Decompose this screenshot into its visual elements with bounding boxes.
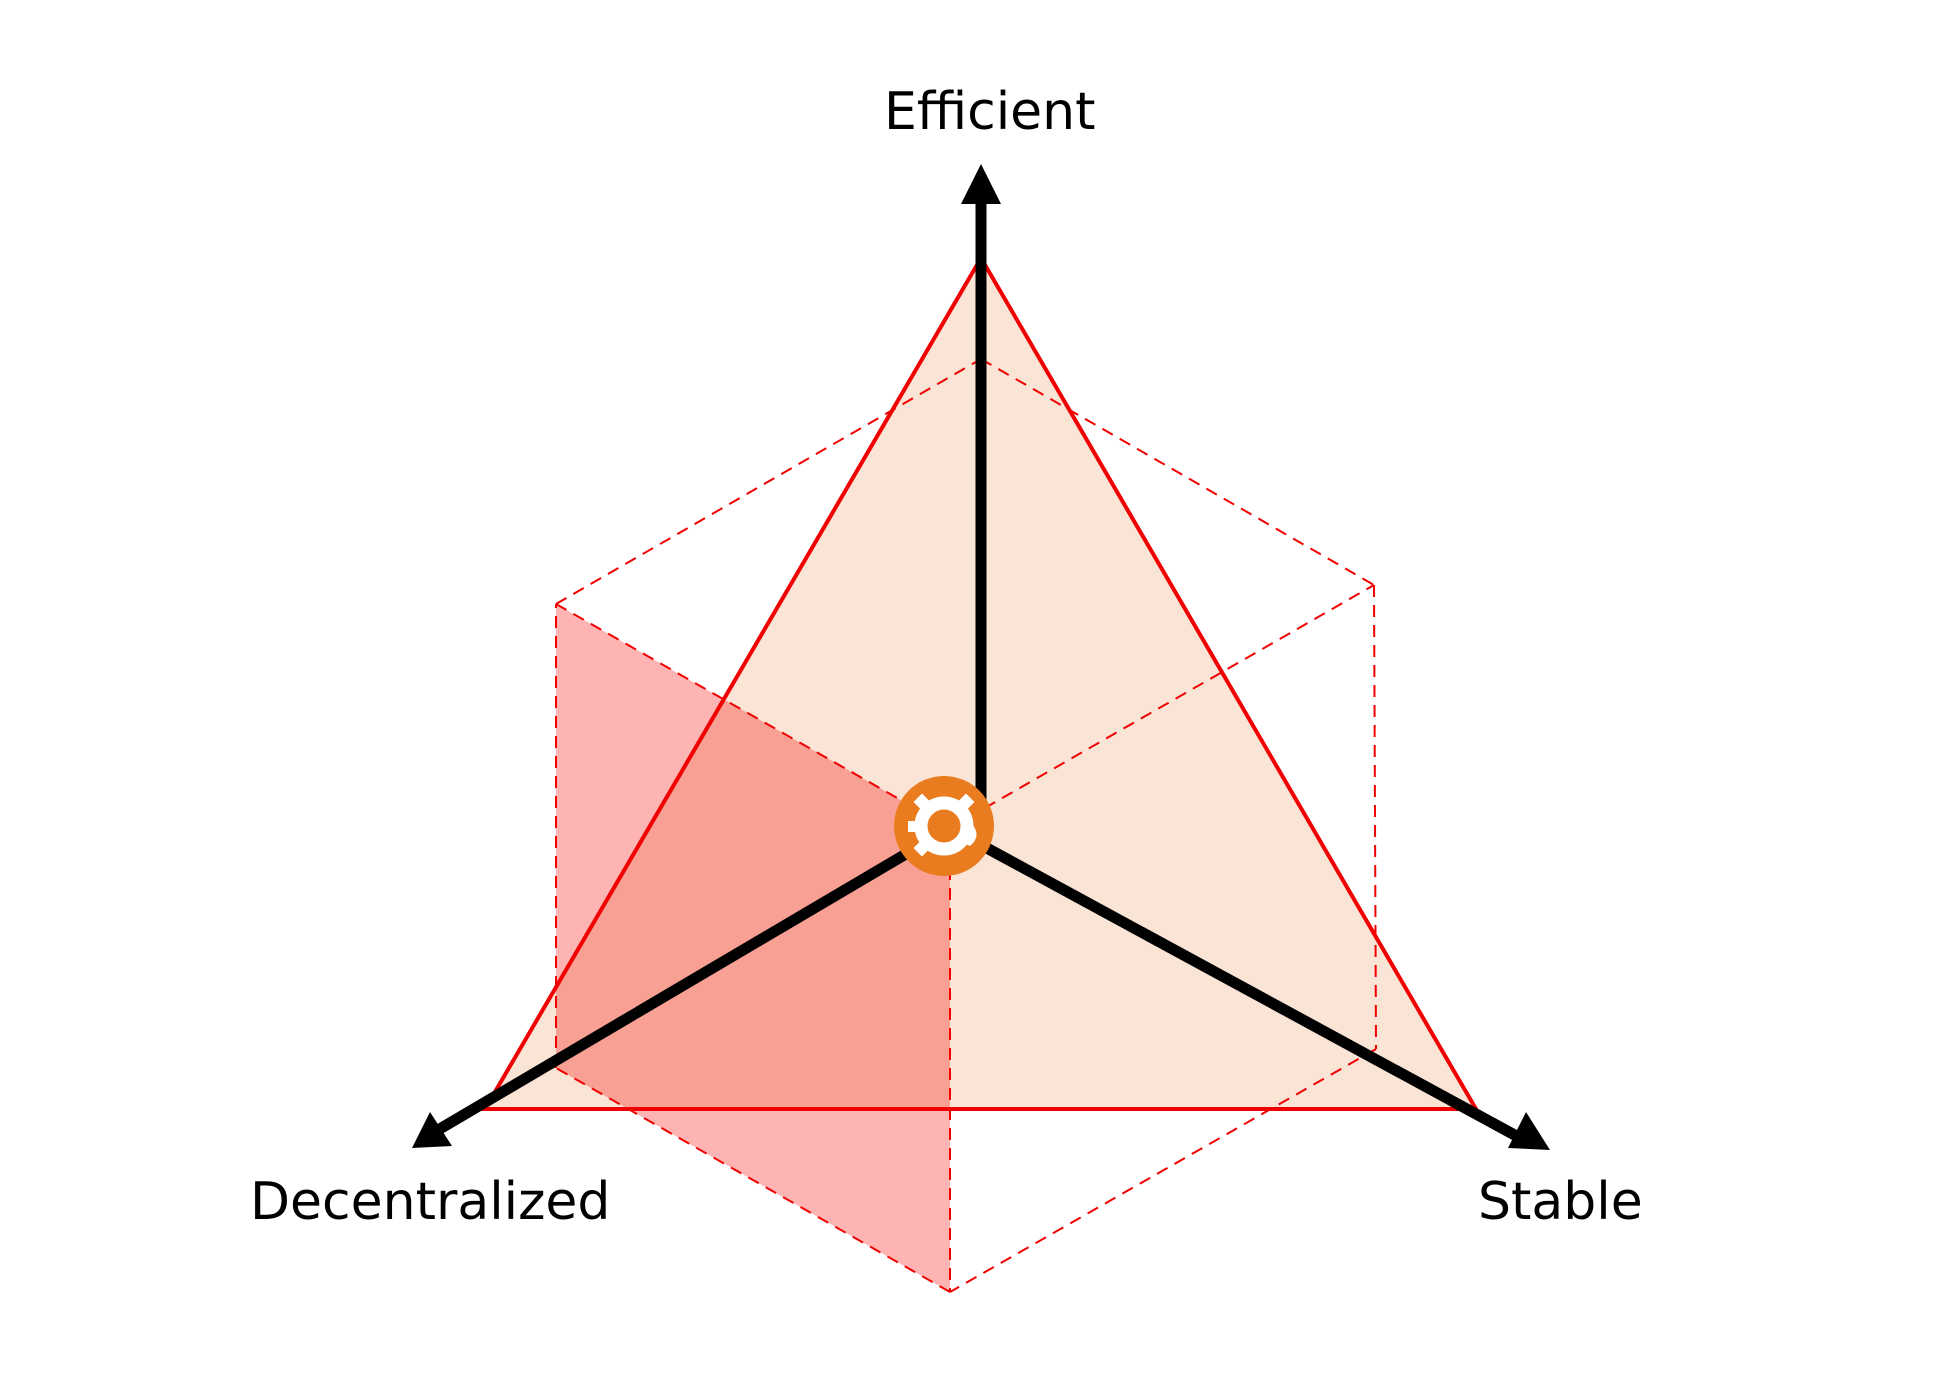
axes	[435, 200, 1525, 1144]
orange-circle-logo-icon	[894, 776, 994, 876]
axis-label-decentralized: Decentralized	[250, 1172, 611, 1232]
axis-label-stable: Stable	[1478, 1172, 1643, 1232]
dashed-cube	[555, 358, 1377, 1293]
axis-label-efficient: Efficient	[884, 82, 1096, 142]
axis-stable	[947, 823, 1525, 1144]
arrowhead-efficient	[961, 164, 1001, 204]
triangle-outline	[481, 254, 1480, 1111]
axis-decentralized	[435, 823, 953, 1135]
arrowhead-stable	[1508, 1112, 1550, 1150]
arrowhead-decentralized	[412, 1112, 452, 1148]
